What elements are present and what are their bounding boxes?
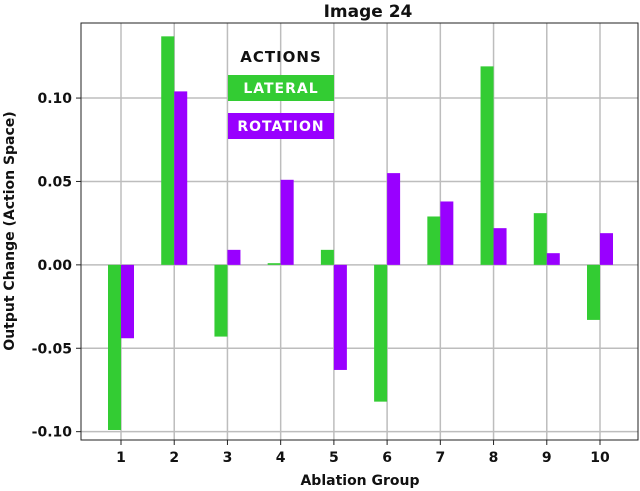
x-tick-label-6: 7 (435, 450, 445, 466)
bar-lateral-6 (374, 264, 388, 402)
y-axis-ticks: -0.10 -0.05 0.00 0.05 0.10 (32, 91, 81, 441)
bar-lateral-4 (267, 263, 281, 265)
bar-rotation-5 (333, 264, 347, 370)
chart-title: Image 24 (324, 2, 413, 22)
bar-rotation-10 (600, 233, 613, 265)
x-tick-label-2: 3 (223, 450, 233, 466)
legend-swatch-rotation (228, 113, 334, 139)
x-tick-label-5: 6 (382, 450, 392, 466)
bar-lateral-9 (533, 213, 547, 265)
bar-rotation-1 (121, 264, 134, 339)
bar-rotation-8 (493, 228, 507, 265)
bar-lateral-5 (320, 249, 334, 265)
y-tick-label-4: 0.10 (37, 91, 72, 107)
legend-swatch-lateral (228, 75, 334, 101)
y-tick-label-2: 0.00 (37, 258, 72, 274)
x-tick-label-1: 2 (169, 450, 179, 466)
x-axis-ticks: 1 2 3 4 5 6 7 8 9 10 (116, 440, 610, 466)
bar-lateral-2 (161, 36, 175, 265)
bar-rotation-9 (546, 253, 560, 265)
y-tick-label-3: 0.05 (37, 174, 72, 190)
y-tick-label-1: -0.05 (32, 341, 72, 357)
x-tick-label-0: 1 (116, 450, 126, 466)
bars (108, 36, 613, 430)
x-tick-label-3: 4 (276, 450, 286, 466)
legend-title: ACTIONS (240, 48, 322, 66)
bar-lateral-3 (214, 264, 228, 337)
y-axis-label: Output Change (Action Space) (2, 111, 18, 350)
bar-lateral-8 (480, 66, 494, 265)
bar-rotation-6 (387, 173, 401, 265)
legend-label-lateral: LATERAL (243, 81, 318, 97)
x-tick-label-7: 8 (489, 450, 499, 466)
x-tick-label-4: 5 (329, 450, 339, 466)
legend-label-rotation: ROTATION (237, 119, 324, 135)
bar-lateral-10 (587, 264, 600, 320)
bar-rotation-3 (227, 249, 241, 265)
bar-rotation-7 (440, 201, 454, 265)
bar-rotation-2 (174, 91, 188, 265)
y-tick-label-0: -0.10 (32, 425, 73, 441)
bar-lateral-7 (427, 216, 441, 265)
x-axis-label: Ablation Group (300, 473, 419, 489)
bar-lateral-1 (108, 264, 121, 430)
bar-rotation-4 (280, 179, 294, 265)
x-tick-label-8: 9 (542, 450, 552, 466)
legend: ACTIONS LATERAL ROTATION (228, 48, 334, 139)
plot-frame (80, 22, 639, 441)
x-tick-label-9: 10 (590, 450, 610, 466)
